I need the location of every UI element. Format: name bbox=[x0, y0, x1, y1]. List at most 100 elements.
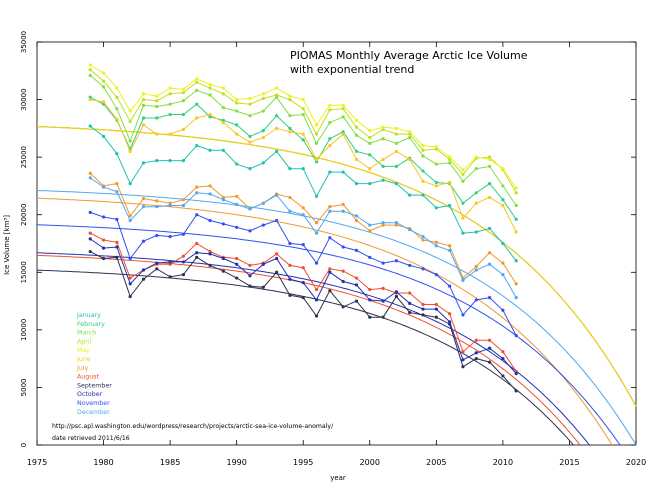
data-point bbox=[235, 97, 239, 102]
data-point bbox=[261, 201, 265, 205]
data-point bbox=[101, 100, 106, 104]
data-point bbox=[221, 198, 225, 202]
legend-entry: February bbox=[77, 321, 105, 328]
data-point bbox=[474, 230, 478, 234]
data-point bbox=[195, 185, 199, 189]
legend-entry: October bbox=[77, 391, 103, 398]
data-point bbox=[341, 202, 345, 206]
data-point bbox=[168, 132, 172, 136]
data-point bbox=[314, 160, 319, 164]
data-point bbox=[208, 252, 212, 256]
data-point bbox=[261, 223, 265, 227]
data-point bbox=[141, 161, 146, 165]
data-point bbox=[301, 206, 305, 210]
data-point bbox=[168, 234, 172, 239]
data-point bbox=[341, 245, 345, 249]
data-point bbox=[208, 148, 212, 152]
data-point bbox=[115, 107, 119, 111]
data-point bbox=[288, 277, 292, 281]
data-point bbox=[501, 272, 505, 277]
data-point bbox=[381, 157, 385, 162]
data-point bbox=[248, 114, 252, 118]
data-point bbox=[115, 217, 119, 221]
legend-entry: May bbox=[77, 347, 90, 354]
series-group bbox=[88, 63, 518, 190]
data-point bbox=[341, 103, 345, 107]
data-point bbox=[421, 169, 425, 173]
legend-entry: March bbox=[77, 330, 96, 337]
data-point bbox=[394, 132, 398, 136]
series-group bbox=[88, 231, 518, 373]
data-point bbox=[141, 239, 146, 243]
data-point bbox=[128, 149, 132, 153]
data-point bbox=[88, 176, 92, 180]
data-point bbox=[115, 95, 119, 99]
data-point bbox=[328, 121, 332, 125]
data-point bbox=[448, 203, 452, 208]
data-point bbox=[394, 294, 398, 299]
data-point bbox=[381, 178, 385, 182]
data-point bbox=[115, 240, 119, 244]
data-point bbox=[221, 148, 225, 152]
y-tick-label: 5000 bbox=[20, 379, 28, 397]
data-point bbox=[354, 118, 359, 122]
data-point bbox=[328, 144, 332, 148]
data-point bbox=[88, 231, 92, 235]
data-point bbox=[354, 133, 359, 137]
data-point bbox=[208, 184, 212, 188]
data-point bbox=[275, 256, 279, 261]
series-group bbox=[88, 68, 518, 195]
data-point bbox=[301, 281, 305, 285]
data-point bbox=[434, 302, 438, 307]
x-tick-label: 1995 bbox=[293, 458, 313, 467]
data-point bbox=[155, 132, 159, 136]
data-point bbox=[501, 167, 505, 171]
data-point bbox=[421, 234, 425, 239]
data-point bbox=[115, 117, 119, 121]
data-point bbox=[514, 191, 518, 195]
data-point bbox=[394, 290, 398, 294]
data-point bbox=[341, 107, 345, 111]
data-point bbox=[328, 270, 332, 274]
data-point bbox=[221, 86, 225, 90]
data-point bbox=[181, 112, 186, 117]
data-point bbox=[288, 293, 292, 297]
data-point bbox=[314, 261, 319, 265]
data-point bbox=[181, 272, 186, 277]
chart-title: PIOMAS Monthly Average Arctic Ice Volume bbox=[290, 49, 528, 62]
data-point bbox=[181, 203, 186, 208]
data-point bbox=[235, 194, 239, 198]
data-point bbox=[487, 360, 492, 364]
data-point bbox=[195, 77, 199, 81]
data-point bbox=[275, 126, 279, 130]
legend-entry: November bbox=[77, 400, 110, 407]
data-point bbox=[461, 365, 465, 369]
x-axis-label: year bbox=[330, 474, 346, 482]
trend-line bbox=[36, 254, 581, 446]
data-point bbox=[288, 195, 292, 200]
data-point bbox=[434, 184, 438, 188]
data-point bbox=[248, 274, 252, 278]
data-point bbox=[474, 167, 478, 171]
series-group bbox=[88, 237, 518, 376]
data-point bbox=[155, 267, 159, 271]
data-point bbox=[368, 182, 372, 186]
data-point bbox=[128, 256, 132, 261]
data-point bbox=[354, 248, 359, 253]
data-point bbox=[301, 112, 305, 117]
data-point bbox=[514, 230, 518, 234]
axis-ticks: 1975 1980 1985 1990 1995 2000 2005 2010 2015 2020… bbox=[20, 31, 646, 467]
data-point bbox=[501, 374, 505, 378]
data-point bbox=[381, 286, 385, 291]
data-point bbox=[328, 103, 332, 107]
data-point bbox=[368, 223, 372, 227]
data-point bbox=[487, 155, 492, 159]
data-point bbox=[221, 121, 225, 125]
data-point bbox=[381, 299, 385, 303]
data-point bbox=[487, 251, 492, 255]
data-point bbox=[141, 123, 146, 127]
data-point bbox=[141, 268, 146, 272]
data-point bbox=[314, 157, 319, 162]
data-point bbox=[314, 287, 319, 292]
